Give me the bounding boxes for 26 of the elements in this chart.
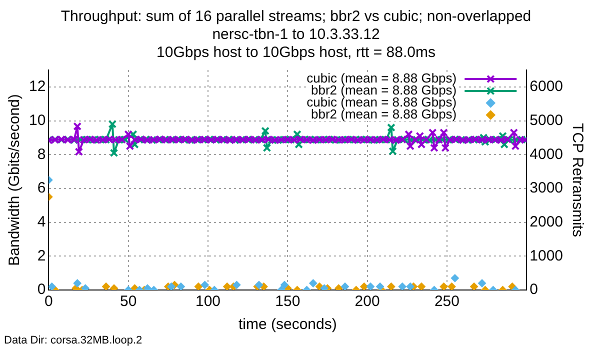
y2-tick-label: 2000	[530, 213, 564, 230]
y2-tick-label: 1000	[530, 247, 564, 264]
y2-axis-title: TCP Retransmits	[568, 123, 586, 237]
y-tick-label: 12	[28, 78, 46, 96]
y-tick-label: 8	[37, 146, 46, 163]
x-tick-label: 200	[354, 293, 380, 310]
text: Data Dir: corsa.32MB.loop.2	[4, 334, 142, 347]
x-tick-label: 250	[434, 293, 460, 310]
y2-tick-label: 0	[530, 281, 538, 298]
x-tick-label: 50	[120, 293, 137, 310]
y2-tick-label: 4000	[530, 146, 564, 163]
y2-tick-label: 5000	[530, 112, 564, 129]
y-tick-label: 0	[37, 281, 46, 298]
y-tick-label: 2	[37, 247, 46, 264]
legend-label: cubic (mean = 8.88 Gbps)	[306, 70, 457, 86]
x-tick-label: 100	[195, 293, 221, 310]
y-tick-label: 4	[37, 213, 46, 230]
y-axis-title: Bandwidth (Gbits/second)	[6, 94, 24, 266]
y-tick-label: 10	[28, 112, 46, 129]
chart-title: Throughput: sum of 16 parallel streams; bbr2 vs cubic; non-overlapped	[60, 8, 532, 26]
chart-subtitle: nersc-tbn-1 to 10.3.33.12 10Gbps host to 10Gbps host, rtt = 88.0ms	[156, 26, 436, 62]
y2-tick-label: 3000	[530, 180, 564, 197]
y-tick-label: 6	[37, 180, 46, 197]
x-axis-title: time (seconds)	[238, 316, 337, 334]
y2-tick-label: 6000	[530, 78, 564, 96]
x-tick-label: 150	[275, 293, 300, 310]
